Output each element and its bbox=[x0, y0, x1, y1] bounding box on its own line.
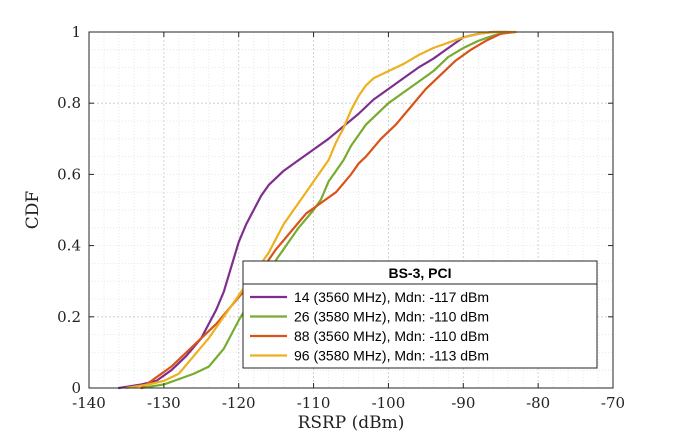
x-tick-label: -110 bbox=[297, 394, 331, 412]
legend: BS-3, PCI 14 (3560 MHz), Mdn: -117 dBm 26… bbox=[242, 260, 598, 369]
legend-label-1: 14 (3560 MHz), Mdn: -117 dBm bbox=[294, 289, 489, 305]
series-line-1 bbox=[117, 30, 510, 390]
x-tick-label: -80 bbox=[526, 394, 550, 412]
x-tick-label: -140 bbox=[72, 394, 106, 412]
x-tick-label: -100 bbox=[372, 394, 406, 412]
legend-label-4: 96 (3580 MHz), Mdn: -113 dBm bbox=[294, 348, 489, 364]
y-tick-label: 0.8 bbox=[57, 94, 81, 112]
x-axis-title: RSRP (dBm) bbox=[298, 413, 405, 433]
x-tick-label: -70 bbox=[601, 394, 625, 412]
x-tick-label: -120 bbox=[222, 394, 256, 412]
legend-label-3: 88 (3560 MHz), Mdn: -110 dBm bbox=[294, 328, 489, 344]
y-tick-label: 0.6 bbox=[57, 165, 81, 183]
series-lines bbox=[117, 30, 517, 390]
y-tick-label: 0.2 bbox=[57, 308, 81, 326]
legend-entries: 14 (3560 MHz), Mdn: -117 dBm 26 (3580 MHz… bbox=[250, 289, 489, 364]
y-tick-label: 0 bbox=[71, 379, 81, 397]
series-line-2 bbox=[140, 30, 510, 390]
legend-title: BS-3, PCI bbox=[388, 265, 451, 281]
y-tick-label: 0.4 bbox=[57, 237, 81, 255]
legend-label-2: 26 (3580 MHz), Mdn: -110 dBm bbox=[294, 309, 489, 325]
y-tick-label: 1 bbox=[71, 23, 81, 41]
series-line-4 bbox=[125, 30, 517, 390]
tick-labels: -140 -130 -120 -110 -100 -90 -80 -70 0 0.2 0.4 0.6 0… bbox=[57, 23, 625, 412]
x-tick-label: -90 bbox=[451, 394, 475, 412]
legend-box bbox=[242, 260, 598, 369]
x-tick-label: -130 bbox=[147, 394, 181, 412]
series-line-3 bbox=[140, 30, 517, 390]
plot-frame bbox=[88, 31, 614, 389]
axis-ticks bbox=[88, 31, 614, 389]
y-axis-title: CDF bbox=[23, 191, 43, 230]
